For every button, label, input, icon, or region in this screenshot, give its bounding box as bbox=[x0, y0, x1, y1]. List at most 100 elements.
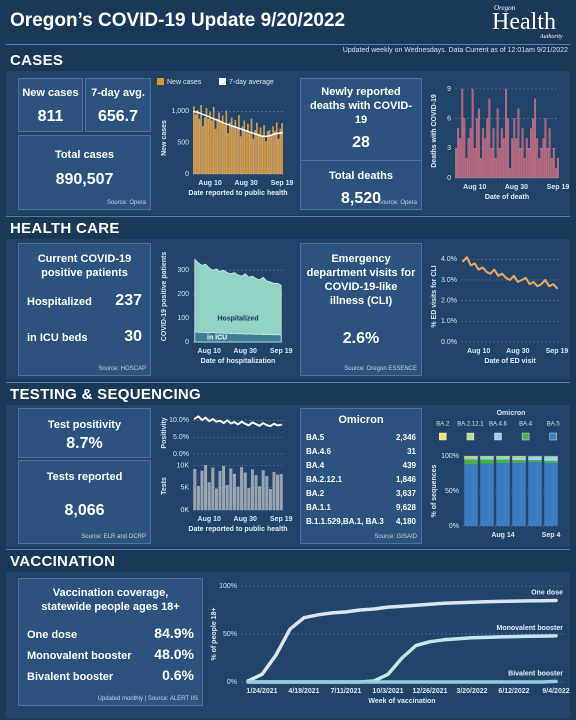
y-tick-label: 0.0% bbox=[441, 339, 457, 346]
bar bbox=[266, 131, 269, 175]
section-heading: VACCINATION bbox=[10, 553, 116, 570]
bar bbox=[245, 130, 247, 175]
y-axis-title: Deaths with COVID-19 bbox=[431, 94, 438, 168]
kpi-label: Test positivity bbox=[47, 419, 122, 431]
bar bbox=[542, 138, 545, 179]
table-row: BA.4 439 bbox=[306, 461, 416, 470]
bar bbox=[268, 130, 271, 175]
y-tick-label: 300 bbox=[177, 267, 189, 274]
bar bbox=[554, 167, 557, 179]
table-cell: BA.4.6 bbox=[306, 447, 331, 456]
bar bbox=[480, 457, 494, 460]
bar bbox=[211, 467, 215, 511]
bar bbox=[532, 118, 534, 179]
kpi-value: 8.7% bbox=[66, 435, 103, 452]
bar bbox=[256, 122, 258, 175]
kpi-row: Monovalent booster 48.0% bbox=[27, 646, 194, 663]
bar bbox=[505, 88, 507, 179]
legend-label: BA.4 bbox=[519, 422, 533, 428]
y-tick-label: 500 bbox=[177, 140, 189, 147]
bar bbox=[275, 122, 278, 175]
chart-svg: 0% 50% 100% Aug 14 Sep 4 % of sequences Omicro… bbox=[431, 410, 561, 539]
bar bbox=[473, 148, 476, 179]
update-note: Updated weekly on Wednesdays. Data Curre… bbox=[342, 47, 568, 54]
y-tick-label: 1.0% bbox=[441, 318, 457, 325]
y-axis-title: Tests bbox=[161, 477, 168, 495]
y-tick-label: 0 bbox=[185, 339, 189, 346]
bar bbox=[467, 138, 470, 179]
bar bbox=[544, 463, 558, 526]
bar bbox=[236, 128, 238, 175]
bar bbox=[254, 475, 258, 511]
bar bbox=[480, 158, 482, 179]
series-label: Hospitalized bbox=[217, 315, 258, 322]
bar bbox=[254, 130, 256, 175]
bar bbox=[512, 457, 526, 461]
bar bbox=[529, 128, 532, 179]
kpi-card: Tests reported 8,066 Source: ELR and OCR… bbox=[18, 460, 151, 544]
x-axis-title: Date of hospitalization bbox=[200, 358, 276, 365]
legend-swatch bbox=[494, 432, 502, 441]
table-row: BA.1.1 9,628 bbox=[306, 503, 416, 512]
x-tick-label: 6/12/2022 bbox=[498, 688, 529, 695]
bar bbox=[257, 133, 260, 175]
kpi-label: New cases bbox=[22, 87, 79, 99]
chart-svg: 0.0% 5.0% 10.0%Positivity bbox=[161, 415, 283, 458]
bar bbox=[222, 465, 226, 511]
kpi-row: One dose 84.9% bbox=[27, 625, 194, 642]
legend-label: New cases bbox=[167, 79, 202, 86]
bar bbox=[482, 128, 485, 179]
y-tick-label: 10K bbox=[177, 462, 190, 469]
bar bbox=[480, 456, 494, 458]
chart: 0.0% 1.0% 2.0% 3.0% 4.0% Aug 10 Aug 30 Sep 19 % … bbox=[425, 243, 571, 378]
bar bbox=[480, 463, 494, 526]
y-tick-label: 4.0% bbox=[441, 256, 457, 263]
bar bbox=[527, 148, 530, 179]
bar bbox=[464, 456, 478, 457]
y-axis-title: % of people 18+ bbox=[211, 607, 218, 660]
bar bbox=[538, 158, 541, 179]
bar bbox=[239, 136, 242, 175]
y-tick-label: 0.0% bbox=[173, 451, 189, 458]
series-label: Monovalent booster bbox=[496, 625, 563, 632]
bar bbox=[193, 468, 197, 511]
section-heading: TESTING & SEQUENCING bbox=[10, 386, 202, 403]
kpi-label: Newly reported deaths with COVID-19 bbox=[309, 86, 413, 126]
x-tick-label: Sep 19 bbox=[546, 348, 569, 355]
x-tick-label: Aug 30 bbox=[234, 348, 257, 355]
bar bbox=[469, 128, 472, 179]
bar bbox=[218, 112, 220, 175]
bar bbox=[220, 122, 222, 175]
bar bbox=[218, 471, 222, 511]
bar bbox=[512, 460, 526, 463]
legend-swatch bbox=[157, 78, 164, 85]
bar bbox=[484, 138, 487, 179]
chart-svg: 0 500 1,000 Aug 10 Aug 30 Sep 19 New cases New … bbox=[157, 78, 293, 187]
bar bbox=[198, 118, 201, 175]
y-tick-label: 50% bbox=[223, 631, 237, 638]
table-row: BA.2 3,637 bbox=[306, 489, 416, 498]
bar bbox=[496, 463, 510, 526]
table-cell: BA.5 bbox=[306, 433, 325, 442]
rule bbox=[6, 216, 570, 217]
chart: 0K 5K 10K Aug 10 Aug 30 Sep 19 Tests Date repor… bbox=[155, 458, 295, 544]
bar bbox=[276, 474, 280, 511]
bar bbox=[247, 488, 251, 511]
bar bbox=[252, 138, 255, 175]
kpi-card: Test positivity 8.7% bbox=[18, 408, 151, 458]
kpi-value: 28 bbox=[352, 134, 370, 151]
kpi-label: Monovalent booster bbox=[27, 650, 132, 662]
kpi-value: 656.7 bbox=[97, 108, 139, 125]
bar bbox=[498, 148, 501, 179]
bar bbox=[513, 118, 516, 179]
chart: 0 500 1,000 Aug 10 Aug 30 Sep 19 New cases New … bbox=[155, 74, 295, 214]
bar bbox=[457, 128, 460, 179]
bar bbox=[528, 456, 542, 461]
y-tick-label: 200 bbox=[177, 291, 189, 298]
kpi-card: Vaccination coverage, statewide people a… bbox=[18, 578, 203, 706]
y-axis-title: % ED visits for CLI bbox=[431, 265, 438, 327]
bar bbox=[268, 488, 272, 511]
bar bbox=[496, 457, 510, 460]
bar bbox=[494, 158, 497, 179]
bar bbox=[223, 124, 226, 175]
